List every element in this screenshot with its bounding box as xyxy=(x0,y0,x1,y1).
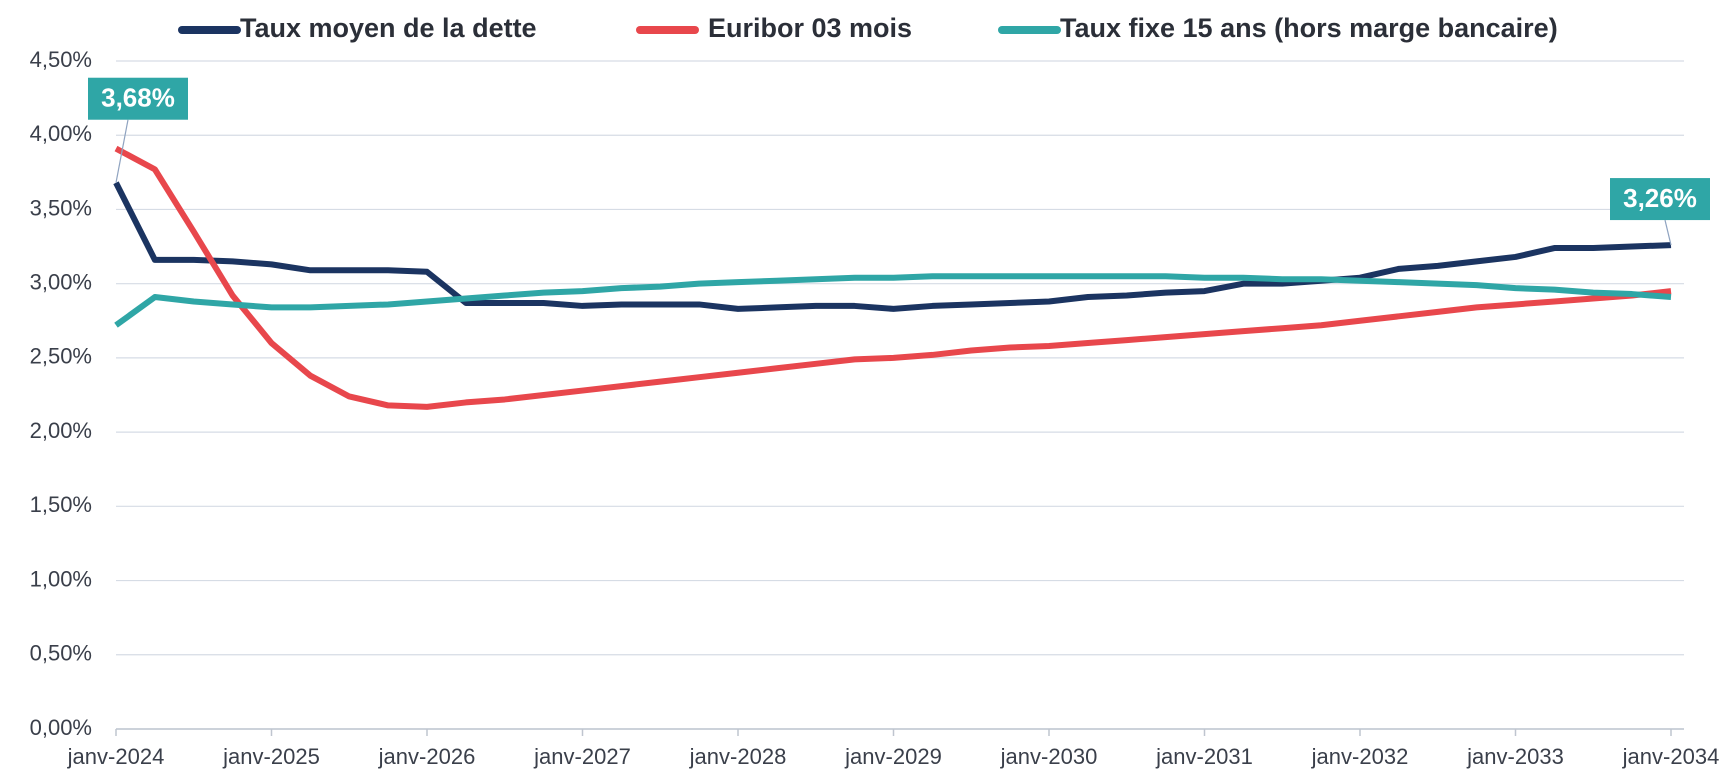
y-tick-label: 0,50% xyxy=(30,641,92,666)
y-tick-label: 1,50% xyxy=(30,492,92,517)
legend-text: Taux fixe 15 ans (hors marge bancaire) xyxy=(1060,13,1558,43)
line-series xyxy=(113,181,1672,312)
label-box xyxy=(88,77,188,120)
x-tick-label: janv-2029 xyxy=(844,744,942,769)
x-tick-label: janv-2032 xyxy=(1311,744,1409,769)
legend-text: Taux moyen de la dette xyxy=(240,13,537,43)
value-label: 3,68% xyxy=(101,83,175,113)
label-box xyxy=(1610,178,1710,221)
x-tick-label: janv-2034 xyxy=(1622,744,1720,769)
x-tick-label: janv-2025 xyxy=(222,744,320,769)
y-tick-label: 4,50% xyxy=(30,47,92,72)
y-tick-label: 2,50% xyxy=(30,344,92,369)
x-tick-label: janv-2030 xyxy=(1000,744,1098,769)
line-series xyxy=(114,273,1672,328)
legend-text: Euribor 03 mois xyxy=(708,13,912,43)
x-tick-label: janv-2024 xyxy=(67,744,165,769)
x-tick-label: janv-2028 xyxy=(689,744,787,769)
value-label: 3,26% xyxy=(1623,183,1697,213)
x-tick-label: janv-2026 xyxy=(378,744,476,769)
y-tick-label: 3,50% xyxy=(30,195,92,220)
y-tick-label: 4,00% xyxy=(30,121,92,146)
label-leader xyxy=(115,119,129,183)
y-tick-label: 0,00% xyxy=(30,715,92,740)
x-tick-label: janv-2027 xyxy=(533,744,631,769)
x-tick-label: janv-2033 xyxy=(1466,744,1564,769)
line-series xyxy=(114,145,1672,410)
y-tick-label: 3,00% xyxy=(30,269,92,294)
y-tick-label: 1,00% xyxy=(30,566,92,591)
x-tick-label: janv-2031 xyxy=(1155,744,1253,769)
label-leader xyxy=(1664,219,1672,246)
y-tick-label: 2,00% xyxy=(30,418,92,443)
